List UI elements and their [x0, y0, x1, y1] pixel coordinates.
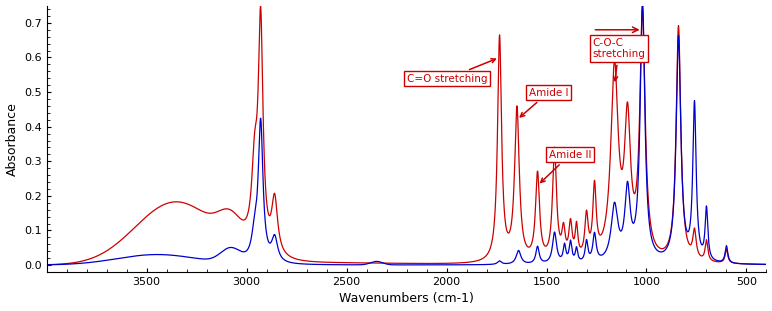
- Text: Amide I: Amide I: [520, 87, 568, 117]
- Text: Amide II: Amide II: [540, 150, 591, 183]
- Y-axis label: Absorbance: Absorbance: [5, 102, 19, 176]
- X-axis label: Wavenumbers (cm-1): Wavenumbers (cm-1): [339, 292, 474, 305]
- Text: C=O stretching: C=O stretching: [407, 59, 496, 84]
- Text: C-O-C
stretching: C-O-C stretching: [593, 38, 645, 81]
